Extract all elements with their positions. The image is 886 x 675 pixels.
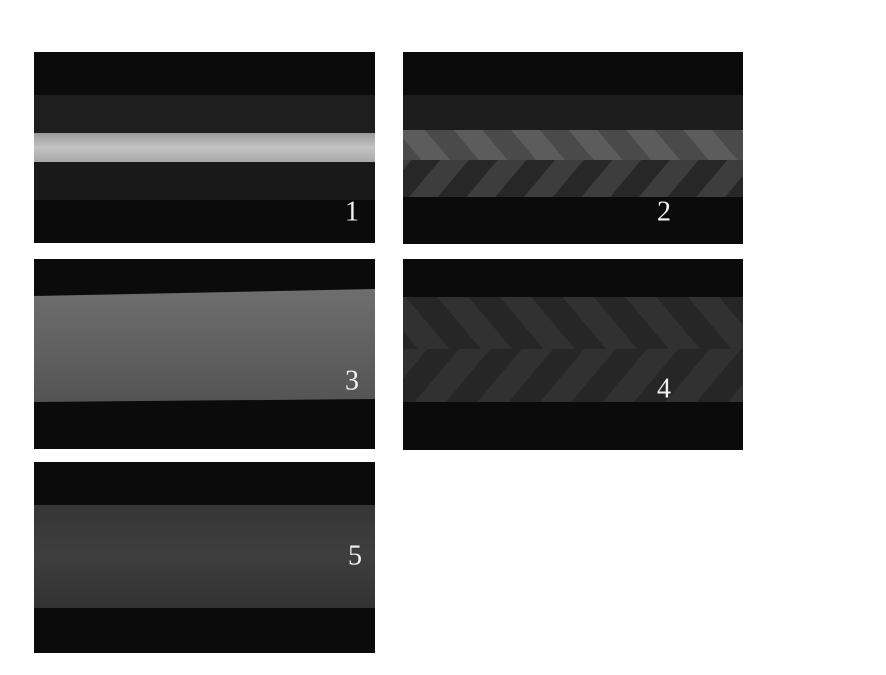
panel: 1 [34,52,375,243]
panel: 3 [34,259,375,449]
panel: 5 [34,462,375,653]
panel-label: 1 [345,196,359,227]
panel: 4 [403,259,743,450]
panel: 2 [403,52,743,244]
panel-label: 5 [348,540,362,571]
panel-label: 3 [345,365,359,396]
panel-label: 2 [657,196,671,227]
panel-label: 4 [657,373,671,404]
